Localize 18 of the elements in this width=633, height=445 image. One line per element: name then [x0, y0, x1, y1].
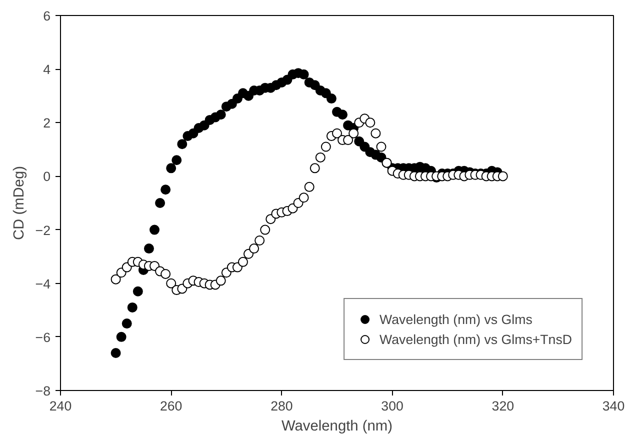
y-tick-label: 0 [43, 169, 51, 184]
x-tick-label: 260 [160, 398, 182, 414]
x-tick-label: 320 [492, 398, 514, 414]
x-tick-label: 300 [381, 398, 404, 414]
y-tick-label: −6 [35, 330, 51, 345]
x-tick-label: 340 [602, 398, 625, 414]
y-axis-title: CD (mDeg) [11, 166, 28, 240]
y-tick-label: −8 [35, 384, 51, 398]
x-tick-label: 280 [270, 398, 293, 414]
legend-label: Wavelength (nm) vs Glms+TnsD [380, 332, 572, 346]
legend-label: Wavelength (nm) vs Glms [380, 312, 532, 326]
y-tick-label: 6 [43, 8, 51, 24]
y-tick-label: −4 [35, 276, 52, 292]
y-tick-label: 4 [43, 62, 52, 78]
x-tick-label: 240 [49, 398, 72, 414]
x-axis-title: Wavelength (nm) [281, 418, 393, 434]
y-tick-label: 2 [43, 116, 51, 131]
y-tick-label: −2 [35, 222, 51, 238]
